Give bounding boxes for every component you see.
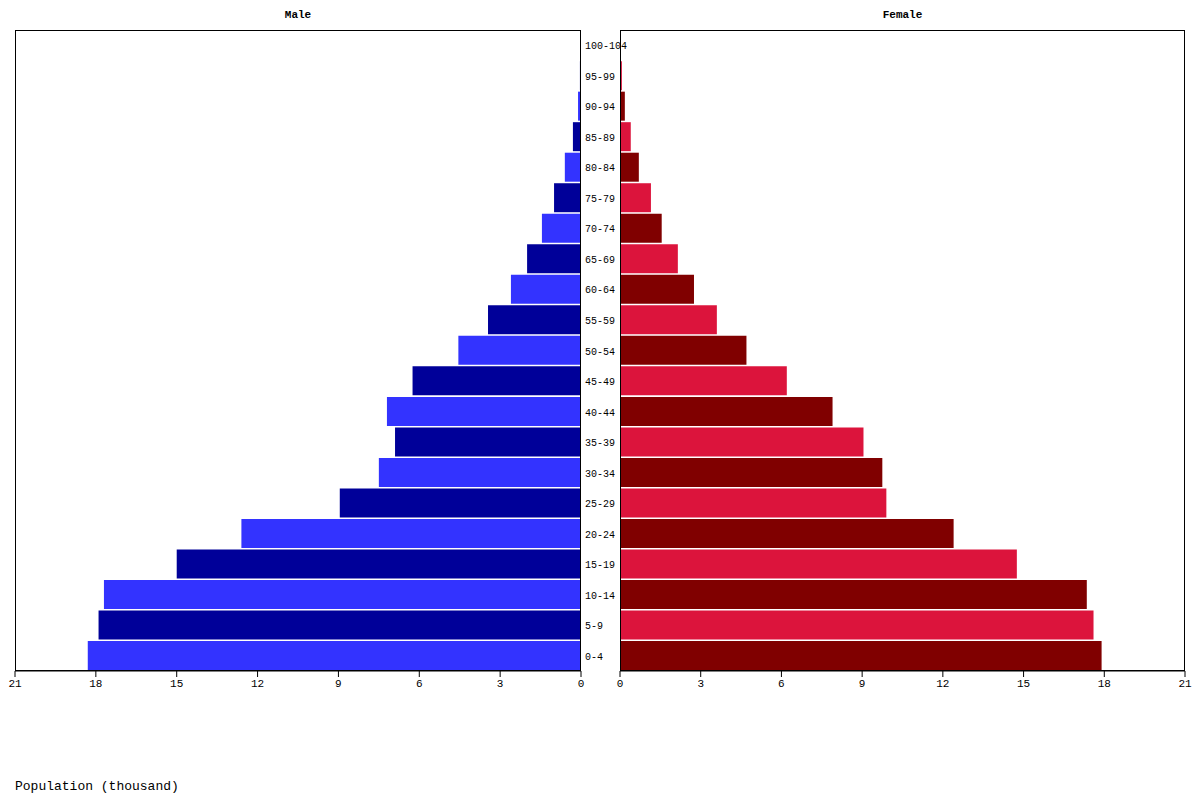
svg-text:9: 9 — [859, 678, 866, 690]
svg-text:10-14: 10-14 — [585, 591, 615, 602]
svg-text:40-44: 40-44 — [585, 408, 615, 419]
svg-text:50-54: 50-54 — [585, 347, 615, 358]
svg-text:15-19: 15-19 — [585, 560, 615, 571]
svg-text:80-84: 80-84 — [585, 163, 615, 174]
svg-text:30-34: 30-34 — [585, 469, 615, 480]
svg-text:45-49: 45-49 — [585, 377, 615, 388]
html-text:Population (thousand): Population (thousand) — [15, 779, 179, 794]
svg-text:0: 0 — [578, 678, 585, 690]
svg-text:35-39: 35-39 — [585, 438, 615, 449]
svg-text:6: 6 — [416, 678, 423, 690]
svg-text:95-99: 95-99 — [585, 72, 615, 83]
svg-text:0: 0 — [617, 678, 624, 690]
svg-text:9: 9 — [335, 678, 342, 690]
svg-text:90-94: 90-94 — [585, 102, 615, 113]
svg-text:55-59: 55-59 — [585, 316, 615, 327]
svg-text:18: 18 — [1098, 678, 1111, 690]
html-text:Male: Male — [284, 9, 312, 21]
svg-text:85-89: 85-89 — [585, 133, 615, 144]
svg-text:100-104: 100-104 — [585, 41, 627, 52]
svg-text:60-64: 60-64 — [585, 285, 615, 296]
svg-text:6: 6 — [778, 678, 785, 690]
svg-text:3: 3 — [497, 678, 504, 690]
svg-text:20-24: 20-24 — [585, 530, 615, 541]
svg-text:25-29: 25-29 — [585, 499, 615, 510]
html-text:Female: Female — [882, 9, 923, 21]
svg-text:12: 12 — [251, 678, 264, 690]
svg-text:18: 18 — [89, 678, 102, 690]
svg-text:3: 3 — [697, 678, 704, 690]
svg-text:65-69: 65-69 — [585, 255, 615, 266]
svg-text:70-74: 70-74 — [585, 224, 615, 235]
svg-text:15: 15 — [1017, 678, 1030, 690]
svg-text:12: 12 — [936, 678, 949, 690]
svg-text:5-9: 5-9 — [585, 621, 603, 632]
svg-text:21: 21 — [1178, 678, 1192, 690]
svg-text:75-79: 75-79 — [585, 194, 615, 205]
svg-text:15: 15 — [170, 678, 183, 690]
svg-text:21: 21 — [8, 678, 22, 690]
svg-text:0-4: 0-4 — [585, 652, 603, 663]
